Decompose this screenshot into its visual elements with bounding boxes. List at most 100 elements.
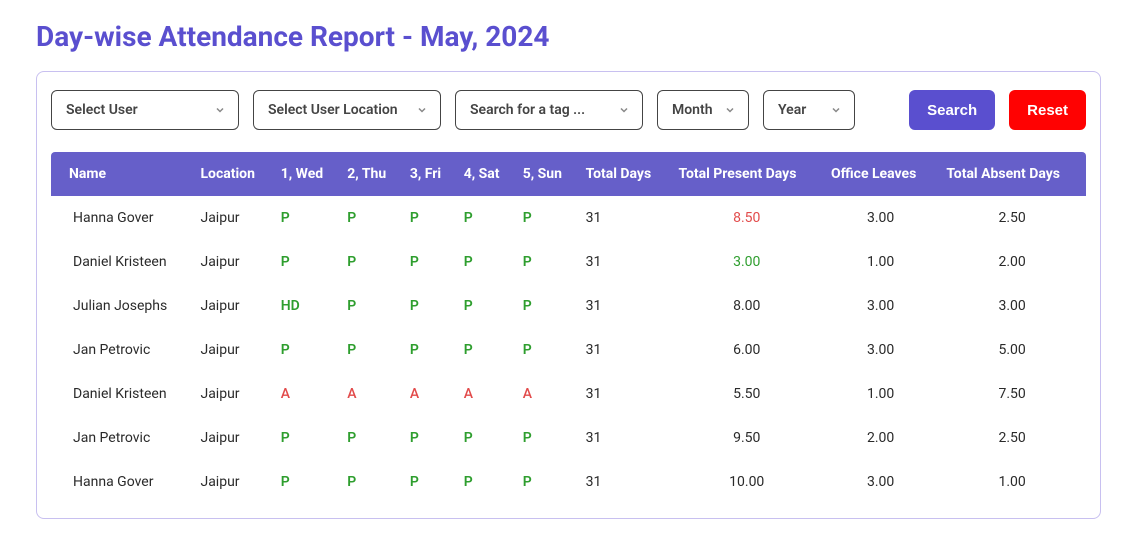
cell-day-3: P (402, 284, 456, 328)
table-header-row: Name Location 1, Wed 2, Thu 3, Fri 4, Sa… (51, 152, 1086, 196)
attendance-table: Name Location 1, Wed 2, Thu 3, Fri 4, Sa… (51, 152, 1086, 504)
cell-day-2: P (339, 416, 402, 460)
col-total-present: Total Present Days (670, 152, 823, 196)
col-day-2: 2, Thu (339, 152, 402, 196)
cell-office-leaves: 1.00 (823, 372, 938, 416)
cell-day-2: P (339, 460, 402, 504)
year-select-placeholder: Year (778, 102, 806, 118)
cell-present-days: 3.00 (670, 240, 823, 284)
month-select[interactable]: Month (657, 90, 749, 130)
cell-location: Jaipur (192, 284, 272, 328)
cell-present-days: 5.50 (670, 372, 823, 416)
table-row: Jan PetrovicJaipurPPPPP316.003.005.00 (51, 328, 1086, 372)
cell-day-4: P (456, 416, 515, 460)
cell-absent-days: 1.00 (938, 460, 1086, 504)
cell-day-5: P (515, 240, 578, 284)
cell-location: Jaipur (192, 416, 272, 460)
cell-absent-days: 5.00 (938, 328, 1086, 372)
cell-absent-days: 2.50 (938, 196, 1086, 240)
cell-day-4: P (456, 240, 515, 284)
cell-name: Julian Josephs (51, 284, 192, 328)
cell-location: Jaipur (192, 196, 272, 240)
cell-day-5: A (515, 372, 578, 416)
cell-name: Jan Petrovic (51, 416, 192, 460)
cell-present-days: 6.00 (670, 328, 823, 372)
tag-select-placeholder: Search for a tag ... (470, 102, 585, 118)
cell-office-leaves: 1.00 (823, 240, 938, 284)
filter-bar: Select User Select User Location Search … (51, 90, 1086, 130)
chevron-down-icon (618, 104, 630, 116)
tag-select[interactable]: Search for a tag ... (455, 90, 643, 130)
cell-present-days: 8.00 (670, 284, 823, 328)
chevron-down-icon (416, 104, 428, 116)
cell-office-leaves: 3.00 (823, 196, 938, 240)
location-select-placeholder: Select User Location (268, 102, 398, 118)
cell-day-2: A (339, 372, 402, 416)
col-day-3: 3, Fri (402, 152, 456, 196)
table-row: Hanna GoverJaipurPPPPP318.503.002.50 (51, 196, 1086, 240)
cell-total-days: 31 (578, 416, 671, 460)
cell-day-3: P (402, 196, 456, 240)
report-panel: Select User Select User Location Search … (36, 71, 1101, 519)
chevron-down-icon (830, 104, 842, 116)
cell-present-days: 10.00 (670, 460, 823, 504)
col-office-leaves: Office Leaves (823, 152, 938, 196)
user-select[interactable]: Select User (51, 90, 239, 130)
table-row: Hanna GoverJaipurPPPPP3110.003.001.00 (51, 460, 1086, 504)
cell-day-5: P (515, 284, 578, 328)
cell-day-2: P (339, 240, 402, 284)
location-select[interactable]: Select User Location (253, 90, 441, 130)
cell-present-days: 8.50 (670, 196, 823, 240)
col-location: Location (192, 152, 272, 196)
cell-day-4: A (456, 372, 515, 416)
col-total-absent: Total Absent Days (938, 152, 1086, 196)
cell-name: Daniel Kristeen (51, 372, 192, 416)
cell-absent-days: 7.50 (938, 372, 1086, 416)
cell-day-4: P (456, 460, 515, 504)
cell-office-leaves: 2.00 (823, 416, 938, 460)
cell-day-1: A (273, 372, 340, 416)
cell-day-3: P (402, 328, 456, 372)
cell-name: Hanna Gover (51, 196, 192, 240)
year-select[interactable]: Year (763, 90, 855, 130)
cell-day-1: P (273, 196, 340, 240)
cell-total-days: 31 (578, 460, 671, 504)
table-row: Julian JosephsJaipurHDPPPP318.003.003.00 (51, 284, 1086, 328)
table-row: Daniel KristeenJaipurPPPPP313.001.002.00 (51, 240, 1086, 284)
cell-total-days: 31 (578, 240, 671, 284)
cell-absent-days: 3.00 (938, 284, 1086, 328)
chevron-down-icon (724, 104, 736, 116)
cell-day-5: P (515, 196, 578, 240)
cell-total-days: 31 (578, 372, 671, 416)
table-row: Jan PetrovicJaipurPPPPP319.502.002.50 (51, 416, 1086, 460)
cell-day-1: HD (273, 284, 340, 328)
search-button[interactable]: Search (909, 90, 995, 130)
cell-day-3: P (402, 240, 456, 284)
cell-total-days: 31 (578, 196, 671, 240)
cell-day-4: P (456, 328, 515, 372)
cell-day-1: P (273, 416, 340, 460)
cell-present-days: 9.50 (670, 416, 823, 460)
cell-day-2: P (339, 196, 402, 240)
chevron-down-icon (214, 104, 226, 116)
cell-day-1: P (273, 328, 340, 372)
cell-name: Jan Petrovic (51, 328, 192, 372)
col-name: Name (51, 152, 192, 196)
table-row: Daniel KristeenJaipurAAAAA315.501.007.50 (51, 372, 1086, 416)
cell-absent-days: 2.50 (938, 416, 1086, 460)
col-day-1: 1, Wed (273, 152, 340, 196)
cell-day-3: P (402, 460, 456, 504)
cell-day-2: P (339, 328, 402, 372)
cell-total-days: 31 (578, 328, 671, 372)
cell-office-leaves: 3.00 (823, 284, 938, 328)
cell-total-days: 31 (578, 284, 671, 328)
cell-location: Jaipur (192, 328, 272, 372)
month-select-placeholder: Month (672, 102, 713, 118)
cell-day-2: P (339, 284, 402, 328)
reset-button[interactable]: Reset (1009, 90, 1086, 130)
col-day-4: 4, Sat (456, 152, 515, 196)
cell-day-5: P (515, 460, 578, 504)
col-day-5: 5, Sun (515, 152, 578, 196)
cell-office-leaves: 3.00 (823, 460, 938, 504)
cell-name: Hanna Gover (51, 460, 192, 504)
